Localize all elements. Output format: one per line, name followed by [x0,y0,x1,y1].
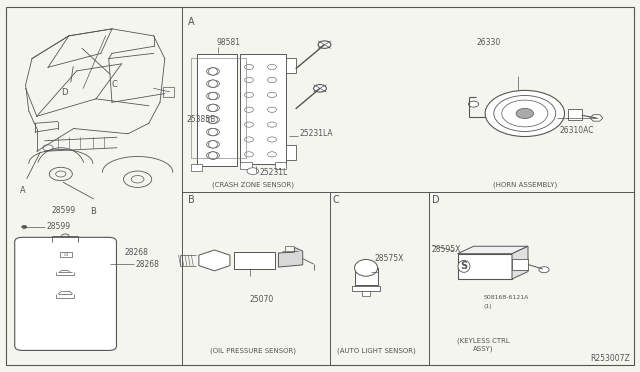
Text: (HORN ASSEMBLY): (HORN ASSEMBLY) [493,182,557,188]
Ellipse shape [355,260,378,276]
Text: 26310AC: 26310AC [560,126,595,135]
Text: B: B [188,195,195,205]
Ellipse shape [209,104,218,112]
Text: D: D [432,195,440,205]
Circle shape [207,152,220,159]
Text: ASSY): ASSY) [473,345,493,352]
FancyBboxPatch shape [15,237,116,350]
Bar [352,286,380,291]
Circle shape [247,168,259,174]
Ellipse shape [209,92,218,100]
Text: A: A [188,17,194,27]
Ellipse shape [209,80,218,87]
Polygon shape [199,250,230,271]
Text: C: C [112,80,118,89]
Bar [362,291,370,296]
Polygon shape [278,247,303,267]
Circle shape [244,64,253,70]
Circle shape [244,92,253,97]
Bar [163,87,174,97]
Text: S: S [460,262,468,271]
Text: a: a [63,251,67,257]
Text: B: B [90,207,96,216]
Text: 25231L: 25231L [259,169,287,177]
Polygon shape [590,115,603,121]
Circle shape [318,41,331,48]
Text: C: C [333,195,340,205]
Bar [240,162,252,169]
Text: S08168-6121A: S08168-6121A [483,295,529,300]
Circle shape [314,84,326,92]
FancyBboxPatch shape [33,245,99,264]
Circle shape [468,101,479,107]
Circle shape [244,107,253,112]
Circle shape [244,122,253,127]
Bar [191,58,246,158]
Circle shape [539,267,549,273]
Ellipse shape [209,116,218,124]
Bar [234,252,275,269]
Text: (CRASH ZONE SENSOR): (CRASH ZONE SENSOR) [212,182,294,188]
Bar [275,162,286,169]
Bar [286,58,296,73]
Text: 28268: 28268 [136,260,159,269]
Text: 25070: 25070 [250,295,274,304]
Text: A: A [20,186,25,195]
Circle shape [268,92,276,97]
Circle shape [268,137,276,142]
Text: D: D [61,88,67,97]
Circle shape [244,137,253,142]
Text: (KEYLESS CTRL: (KEYLESS CTRL [457,338,509,344]
Circle shape [268,122,276,127]
Circle shape [494,96,556,131]
Circle shape [268,107,276,112]
Circle shape [207,128,220,136]
Bar [568,109,582,120]
Text: (1): (1) [483,304,492,310]
FancyBboxPatch shape [33,264,99,283]
Text: 28599: 28599 [51,206,76,215]
Circle shape [485,90,564,137]
Circle shape [207,68,220,75]
Text: 28575X: 28575X [374,254,404,263]
Circle shape [207,141,220,148]
Bar [512,259,528,270]
Polygon shape [512,246,528,279]
Ellipse shape [209,141,218,148]
Circle shape [516,108,534,119]
Bar [191,164,202,171]
Text: (AUTO LIGHT SENSOR): (AUTO LIGHT SENSOR) [337,348,416,354]
Text: (OIL PRESSURE SENSOR): (OIL PRESSURE SENSOR) [210,348,296,354]
Ellipse shape [43,310,88,321]
Circle shape [207,92,220,100]
Bar [458,254,512,279]
Polygon shape [458,246,528,254]
Bar [355,268,378,285]
Text: 28595X: 28595X [432,245,461,254]
Bar [197,54,237,166]
FancyBboxPatch shape [33,283,99,304]
Circle shape [244,77,253,83]
Text: 25231LA: 25231LA [300,129,333,138]
Text: 98581: 98581 [216,38,241,47]
Circle shape [268,64,276,70]
Circle shape [244,152,253,157]
Text: 25385B: 25385B [187,115,216,124]
Ellipse shape [209,68,218,75]
Circle shape [268,77,276,83]
Circle shape [268,152,276,157]
Circle shape [207,80,220,87]
Circle shape [207,104,220,112]
Text: 28268: 28268 [125,248,148,257]
Circle shape [207,116,220,124]
Text: R253007Z: R253007Z [591,354,630,363]
Bar [286,145,296,160]
Text: 26330: 26330 [477,38,501,47]
Circle shape [22,225,27,228]
Circle shape [502,100,548,127]
Text: 28599: 28599 [46,222,70,231]
Bar [240,54,286,164]
Ellipse shape [209,128,218,136]
Ellipse shape [209,152,218,159]
